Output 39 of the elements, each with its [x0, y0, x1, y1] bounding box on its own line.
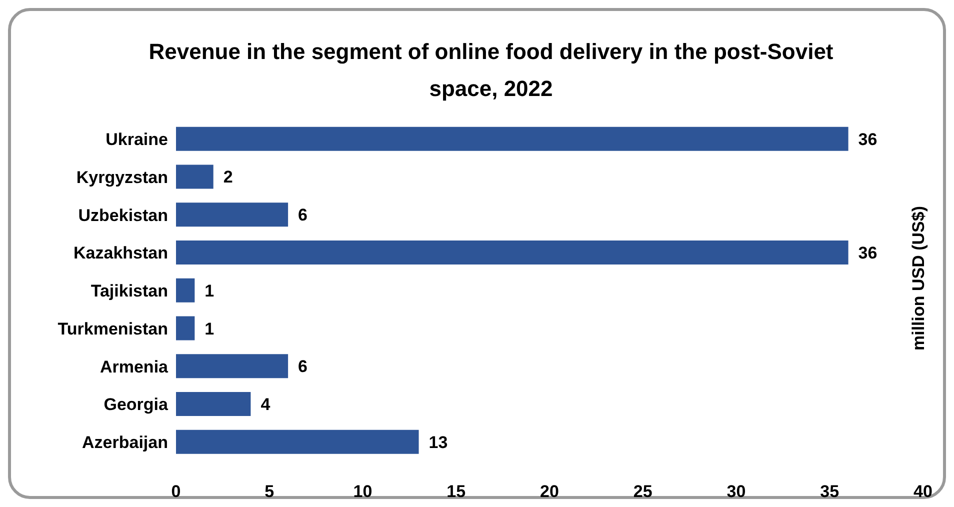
- x-tick-label: 30: [726, 482, 746, 502]
- data-label: 1: [204, 281, 214, 300]
- x-tick-label: 40: [914, 482, 932, 502]
- x-tick-label: 5: [264, 482, 274, 502]
- bar: [176, 126, 848, 151]
- x-tick-label: 0: [171, 482, 181, 502]
- chart-title: Revenue in the segment of online food delivery in the post-Soviet space, 2022: [148, 38, 834, 103]
- x-tick-label: 10: [353, 482, 372, 502]
- y-tick-label: Kyrgyzstan: [76, 168, 168, 187]
- bar: [176, 164, 214, 189]
- data-label: 2: [223, 168, 233, 187]
- chart-frame: Revenue in the segment of online food delivery in the post-Soviet space, 2022 million USD (US$) 0 5 10 15 20 25 30 35 40 Ukraine Kyrgyzstan Uzbekistan Kazakhstan Tajikistan Turkmenistan Armenia Georgia Azerbaijan 36 2 6 36 1 1 6 4 13: [8, 8, 946, 499]
- x-tick-label: 25: [633, 482, 652, 502]
- bar: [176, 392, 251, 416]
- y-axis-title: million USD (US$): [909, 206, 929, 350]
- data-label: 4: [260, 395, 271, 414]
- y-tick-label: Kazakhstan: [74, 244, 168, 263]
- y-tick-label: Turkmenistan: [58, 319, 168, 338]
- y-tick-label: Uzbekistan: [78, 206, 168, 225]
- y-tick-label: Georgia: [104, 395, 169, 414]
- data-label: 6: [298, 206, 308, 225]
- data-label: 36: [858, 130, 878, 149]
- data-label: 1: [204, 319, 214, 338]
- x-tick-label: 35: [820, 482, 840, 502]
- data-label: 13: [428, 432, 448, 452]
- x-tick-label: 20: [540, 482, 559, 502]
- bar: [176, 354, 288, 378]
- y-tick-label: Ukraine: [106, 130, 168, 149]
- bar: [176, 240, 848, 264]
- data-label: 36: [858, 244, 878, 263]
- y-tick-label: Azerbaijan: [82, 433, 168, 452]
- bar: [176, 316, 195, 340]
- bar: [176, 430, 419, 454]
- x-tick-label: 15: [446, 482, 466, 502]
- y-tick-label: Tajikistan: [90, 282, 168, 301]
- data-label: 6: [298, 357, 308, 376]
- y-tick-label: Armenia: [100, 357, 169, 376]
- bar: [176, 202, 288, 227]
- bar: [176, 278, 195, 302]
